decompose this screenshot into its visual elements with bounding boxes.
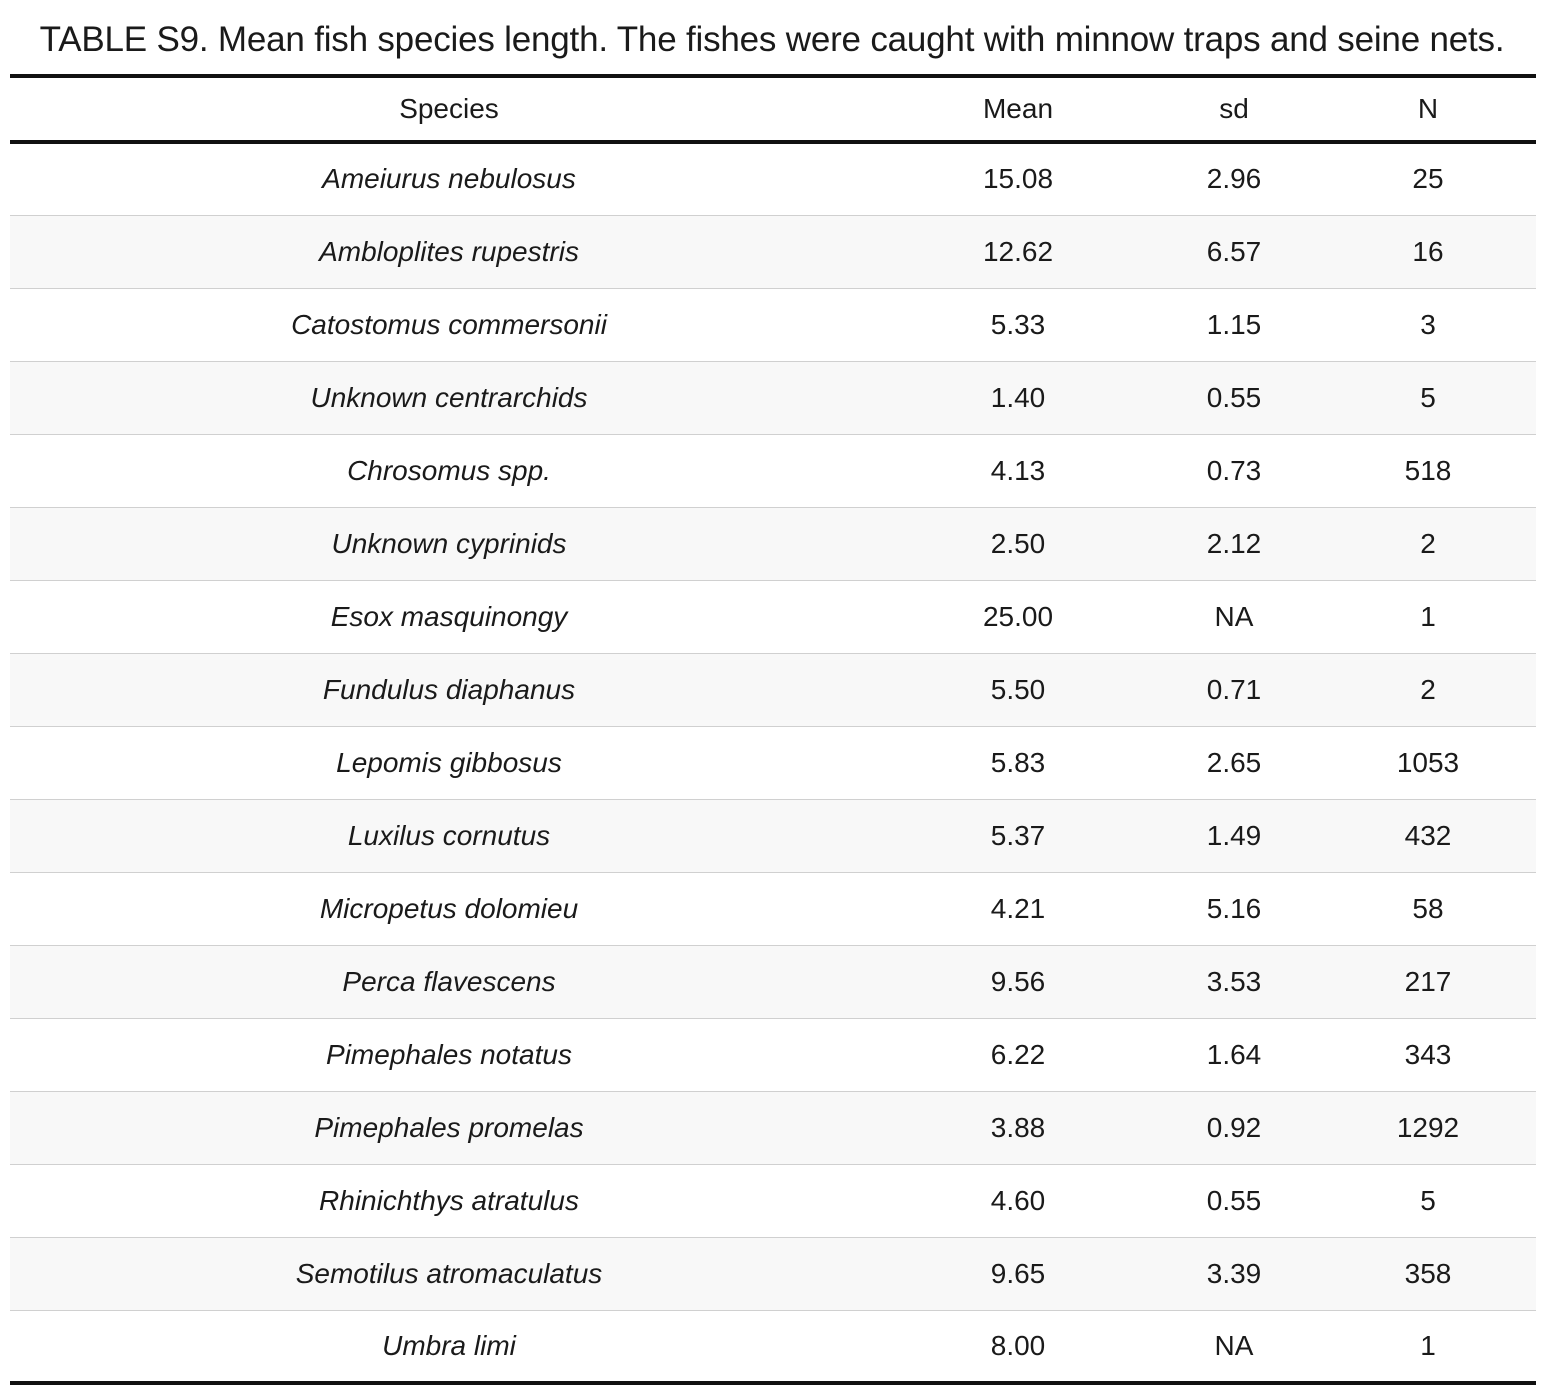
- n-cell: 5: [1320, 361, 1536, 435]
- table-row: Perca flavescens 9.56 3.53 217: [10, 945, 1536, 1019]
- column-header-n: N: [1320, 74, 1536, 144]
- mean-cell: 25.00: [888, 580, 1148, 654]
- n-cell: 343: [1320, 1018, 1536, 1092]
- column-header-sd: sd: [1148, 74, 1320, 144]
- species-cell: Chrosomus spp.: [10, 434, 888, 508]
- n-cell: 5: [1320, 1164, 1536, 1238]
- n-cell: 1: [1320, 580, 1536, 654]
- sd-cell: 0.55: [1148, 1164, 1320, 1238]
- sd-cell: 1.49: [1148, 799, 1320, 873]
- species-cell: Rhinichthys atratulus: [10, 1164, 888, 1238]
- n-cell: 432: [1320, 799, 1536, 873]
- species-cell: Fundulus diaphanus: [10, 653, 888, 727]
- mean-cell: 5.83: [888, 726, 1148, 800]
- species-cell: Catostomus commersonii: [10, 288, 888, 362]
- sd-cell: 2.12: [1148, 507, 1320, 581]
- table-row: Umbra limi 8.00 NA 1: [10, 1310, 1536, 1385]
- table-row: Luxilus cornutus 5.37 1.49 432: [10, 799, 1536, 873]
- sd-cell: 0.92: [1148, 1091, 1320, 1165]
- species-cell: Lepomis gibbosus: [10, 726, 888, 800]
- table-row: Pimephales notatus 6.22 1.64 343: [10, 1018, 1536, 1092]
- mean-cell: 9.56: [888, 945, 1148, 1019]
- species-cell: Unknown centrarchids: [10, 361, 888, 435]
- mean-cell: 8.00: [888, 1310, 1148, 1385]
- table-body: Ameiurus nebulosus 15.08 2.96 25 Ambloplites…: [10, 142, 1536, 1385]
- sd-cell: 2.96: [1148, 142, 1320, 216]
- species-cell: Unknown cyprinids: [10, 507, 888, 581]
- table-row: Fundulus diaphanus 5.50 0.71 2: [10, 653, 1536, 727]
- table-row: Micropetus dolomieu 4.21 5.16 58: [10, 872, 1536, 946]
- n-cell: 1: [1320, 1310, 1536, 1385]
- mean-cell: 4.21: [888, 872, 1148, 946]
- species-cell: Perca flavescens: [10, 945, 888, 1019]
- sd-cell: 0.73: [1148, 434, 1320, 508]
- species-cell: Ameiurus nebulosus: [10, 142, 888, 216]
- table-row: Catostomus commersonii 5.33 1.15 3: [10, 288, 1536, 362]
- table-header-row: Species Mean sd N: [10, 74, 1536, 144]
- n-cell: 16: [1320, 215, 1536, 289]
- table-row: Chrosomus spp. 4.13 0.73 518: [10, 434, 1536, 508]
- table-row: Ameiurus nebulosus 15.08 2.96 25: [10, 142, 1536, 216]
- species-cell: Micropetus dolomieu: [10, 872, 888, 946]
- mean-cell: 5.50: [888, 653, 1148, 727]
- table-row: Esox masquinongy 25.00 NA 1: [10, 580, 1536, 654]
- n-cell: 217: [1320, 945, 1536, 1019]
- mean-cell: 5.33: [888, 288, 1148, 362]
- table-caption-label: TABLE S9.: [39, 20, 209, 59]
- sd-cell: 1.64: [1148, 1018, 1320, 1092]
- mean-cell: 2.50: [888, 507, 1148, 581]
- n-cell: 1053: [1320, 726, 1536, 800]
- sd-cell: 6.57: [1148, 215, 1320, 289]
- table-row: Ambloplites rupestris 12.62 6.57 16: [10, 215, 1536, 289]
- species-cell: Semotilus atromaculatus: [10, 1237, 888, 1311]
- mean-cell: 3.88: [888, 1091, 1148, 1165]
- fish-length-table: Species Mean sd N Ameiurus nebulosus 15.0…: [10, 74, 1536, 1385]
- mean-cell: 12.62: [888, 215, 1148, 289]
- table-caption-text: Mean fish species length. The fishes wer…: [208, 20, 1505, 59]
- species-cell: Pimephales notatus: [10, 1018, 888, 1092]
- mean-cell: 5.37: [888, 799, 1148, 873]
- n-cell: 1292: [1320, 1091, 1536, 1165]
- table-row: Unknown cyprinids 2.50 2.12 2: [10, 507, 1536, 581]
- sd-cell: 0.71: [1148, 653, 1320, 727]
- column-header-mean: Mean: [888, 74, 1148, 144]
- sd-cell: 0.55: [1148, 361, 1320, 435]
- column-header-species: Species: [10, 74, 888, 144]
- species-cell: Umbra limi: [10, 1310, 888, 1385]
- table-row: Unknown centrarchids 1.40 0.55 5: [10, 361, 1536, 435]
- n-cell: 358: [1320, 1237, 1536, 1311]
- sd-cell: NA: [1148, 1310, 1320, 1385]
- sd-cell: NA: [1148, 580, 1320, 654]
- n-cell: 518: [1320, 434, 1536, 508]
- table-caption: TABLE S9. Mean fish species length. The …: [0, 14, 1544, 66]
- n-cell: 2: [1320, 507, 1536, 581]
- sd-cell: 5.16: [1148, 872, 1320, 946]
- table-row: Rhinichthys atratulus 4.60 0.55 5: [10, 1164, 1536, 1238]
- species-cell: Ambloplites rupestris: [10, 215, 888, 289]
- n-cell: 25: [1320, 142, 1536, 216]
- mean-cell: 4.60: [888, 1164, 1148, 1238]
- sd-cell: 3.53: [1148, 945, 1320, 1019]
- species-cell: Luxilus cornutus: [10, 799, 888, 873]
- sd-cell: 1.15: [1148, 288, 1320, 362]
- sd-cell: 2.65: [1148, 726, 1320, 800]
- table-row: Lepomis gibbosus 5.83 2.65 1053: [10, 726, 1536, 800]
- table-row: Pimephales promelas 3.88 0.92 1292: [10, 1091, 1536, 1165]
- n-cell: 3: [1320, 288, 1536, 362]
- mean-cell: 4.13: [888, 434, 1148, 508]
- mean-cell: 1.40: [888, 361, 1148, 435]
- n-cell: 58: [1320, 872, 1536, 946]
- mean-cell: 6.22: [888, 1018, 1148, 1092]
- mean-cell: 15.08: [888, 142, 1148, 216]
- species-cell: Pimephales promelas: [10, 1091, 888, 1165]
- n-cell: 2: [1320, 653, 1536, 727]
- sd-cell: 3.39: [1148, 1237, 1320, 1311]
- table-row: Semotilus atromaculatus 9.65 3.39 358: [10, 1237, 1536, 1311]
- mean-cell: 9.65: [888, 1237, 1148, 1311]
- species-cell: Esox masquinongy: [10, 580, 888, 654]
